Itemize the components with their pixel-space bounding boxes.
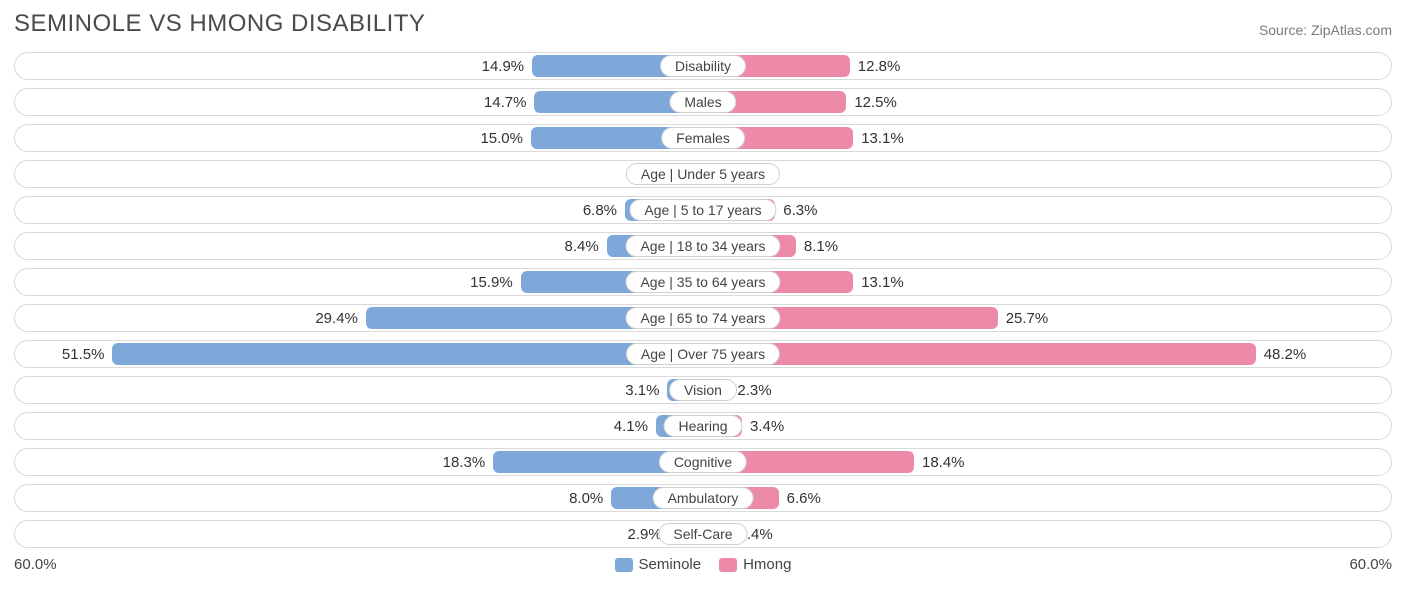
hmong-value-label: 13.1%: [861, 274, 904, 291]
row-right-half: 12.5%: [703, 89, 1391, 115]
chart-row: 4.1% 3.4% Hearing: [14, 412, 1392, 440]
row-category-label: Age | 35 to 64 years: [625, 271, 780, 293]
legend-item-hmong: Hmong: [719, 556, 791, 573]
hmong-value-label: 3.4%: [750, 418, 784, 435]
chart-row: 14.9% 12.8% Disability: [14, 52, 1392, 80]
hmong-value-label: 8.1%: [804, 238, 838, 255]
chart-source: Source: ZipAtlas.com: [1259, 22, 1392, 38]
row-right-half: 2.4%: [703, 521, 1391, 547]
chart-title: SEMINOLE VS HMONG DISABILITY: [14, 10, 425, 38]
seminole-value-label: 8.0%: [569, 490, 603, 507]
seminole-value-label: 4.1%: [614, 418, 648, 435]
row-left-half: 51.5%: [15, 341, 703, 367]
row-right-half: 8.1%: [703, 233, 1391, 259]
row-category-label: Age | 18 to 34 years: [625, 235, 780, 257]
row-right-half: 13.1%: [703, 125, 1391, 151]
row-right-half: 25.7%: [703, 305, 1391, 331]
hmong-bar: [703, 343, 1256, 365]
chart-row: 15.0% 13.1% Females: [14, 124, 1392, 152]
seminole-bar: [112, 343, 703, 365]
legend-label-hmong: Hmong: [743, 556, 791, 573]
hmong-value-label: 2.3%: [737, 382, 771, 399]
row-right-half: 13.1%: [703, 269, 1391, 295]
hmong-value-label: 13.1%: [861, 130, 904, 147]
seminole-value-label: 14.7%: [484, 94, 527, 111]
hmong-value-label: 12.5%: [854, 94, 897, 111]
row-left-half: 8.4%: [15, 233, 703, 259]
row-left-half: 15.9%: [15, 269, 703, 295]
seminole-value-label: 14.9%: [482, 58, 525, 75]
chart-row: 1.6%1.1%Age | Under 5 years: [14, 160, 1392, 188]
chart-header: SEMINOLE VS HMONG DISABILITY Source: Zip…: [14, 10, 1392, 38]
chart-legend: Seminole Hmong: [74, 556, 1332, 573]
axis-max-right: 60.0%: [1332, 556, 1392, 573]
chart-row: 18.3% 18.4% Cognitive: [14, 448, 1392, 476]
hmong-value-label: 48.2%: [1264, 346, 1307, 363]
seminole-value-label: 51.5%: [62, 346, 105, 363]
hmong-value-label: 6.3%: [783, 202, 817, 219]
row-category-label: Age | Over 75 years: [626, 343, 780, 365]
row-category-label: Self-Care: [658, 523, 747, 545]
chart-row: 3.1% 2.3%Vision: [14, 376, 1392, 404]
seminole-value-label: 15.0%: [480, 130, 523, 147]
seminole-value-label: 2.9%: [628, 526, 662, 543]
row-right-half: 12.8%: [703, 53, 1391, 79]
row-category-label: Cognitive: [659, 451, 747, 473]
row-left-half: 3.1%: [15, 377, 703, 403]
legend-swatch-hmong: [719, 558, 737, 572]
chart-row: 8.4% 8.1% Age | 18 to 34 years: [14, 232, 1392, 260]
chart-row: 29.4% 25.7% Age | 65 to 74 years: [14, 304, 1392, 332]
butterfly-chart: 14.9% 12.8% Disability 14.7% 12.5% Males 15.0%…: [14, 52, 1392, 548]
row-left-half: 14.7%: [15, 89, 703, 115]
row-left-half: 1.6%: [15, 161, 703, 187]
chart-row: 14.7% 12.5% Males: [14, 88, 1392, 116]
row-category-label: Vision: [669, 379, 737, 401]
row-left-half: 4.1%: [15, 413, 703, 439]
axis-max-left: 60.0%: [14, 556, 74, 573]
row-right-half: 3.4%: [703, 413, 1391, 439]
legend-label-seminole: Seminole: [639, 556, 702, 573]
row-right-half: 18.4%: [703, 449, 1391, 475]
chart-footer: 60.0% Seminole Hmong 60.0%: [14, 556, 1392, 573]
chart-row: 51.5% 48.2% Age | Over 75 years: [14, 340, 1392, 368]
row-left-half: 29.4%: [15, 305, 703, 331]
row-left-half: 14.9%: [15, 53, 703, 79]
row-category-label: Disability: [660, 55, 746, 77]
chart-row: 6.8% 6.3% Age | 5 to 17 years: [14, 196, 1392, 224]
hmong-value-label: 25.7%: [1006, 310, 1049, 327]
row-category-label: Age | 5 to 17 years: [629, 199, 776, 221]
row-right-half: 6.3%: [703, 197, 1391, 223]
seminole-value-label: 6.8%: [583, 202, 617, 219]
row-left-half: 6.8%: [15, 197, 703, 223]
row-right-half: 1.1%: [703, 161, 1391, 187]
row-category-label: Age | Under 5 years: [626, 163, 780, 185]
row-right-half: 48.2%: [703, 341, 1391, 367]
row-left-half: 18.3%: [15, 449, 703, 475]
chart-row: 2.9% 2.4%Self-Care: [14, 520, 1392, 548]
seminole-value-label: 8.4%: [564, 238, 598, 255]
seminole-value-label: 15.9%: [470, 274, 513, 291]
legend-item-seminole: Seminole: [615, 556, 702, 573]
seminole-value-label: 3.1%: [625, 382, 659, 399]
row-left-half: 2.9%: [15, 521, 703, 547]
hmong-value-label: 12.8%: [858, 58, 901, 75]
row-category-label: Age | 65 to 74 years: [625, 307, 780, 329]
hmong-value-label: 6.6%: [787, 490, 821, 507]
row-category-label: Ambulatory: [653, 487, 754, 509]
row-right-half: 6.6%: [703, 485, 1391, 511]
seminole-value-label: 29.4%: [315, 310, 358, 327]
row-right-half: 2.3%: [703, 377, 1391, 403]
row-left-half: 15.0%: [15, 125, 703, 151]
chart-row: 8.0% 6.6% Ambulatory: [14, 484, 1392, 512]
row-category-label: Males: [669, 91, 736, 113]
seminole-value-label: 18.3%: [443, 454, 486, 471]
chart-container: SEMINOLE VS HMONG DISABILITY Source: Zip…: [0, 0, 1406, 579]
chart-row: 15.9% 13.1% Age | 35 to 64 years: [14, 268, 1392, 296]
legend-swatch-seminole: [615, 558, 633, 572]
row-category-label: Females: [661, 127, 745, 149]
row-category-label: Hearing: [663, 415, 742, 437]
hmong-value-label: 18.4%: [922, 454, 965, 471]
row-left-half: 8.0%: [15, 485, 703, 511]
